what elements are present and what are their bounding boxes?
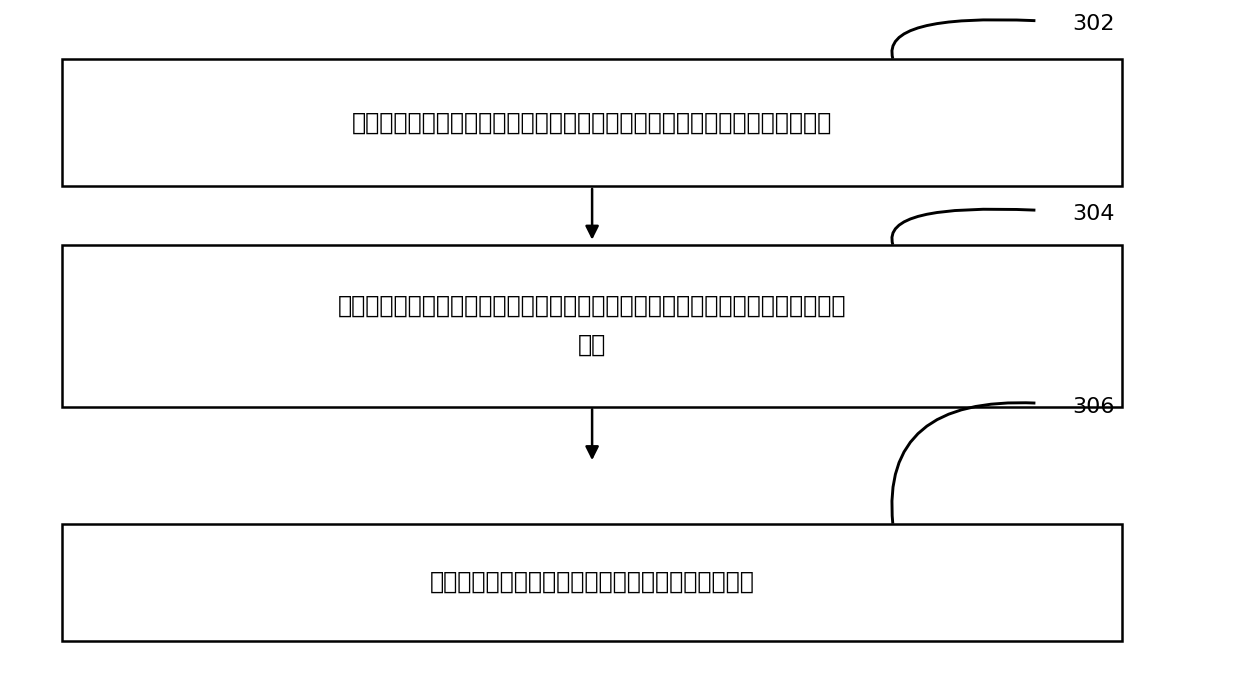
Text: 304: 304 — [1073, 203, 1115, 224]
Text: 302: 302 — [1073, 14, 1115, 34]
Text: 基于至少两组样本心排量和参考心排量确定补偿系数: 基于至少两组样本心排量和参考心排量确定补偿系数 — [430, 570, 754, 594]
FancyBboxPatch shape — [62, 524, 1122, 641]
FancyBboxPatch shape — [62, 59, 1122, 186]
Text: 306: 306 — [1073, 396, 1115, 417]
Text: 获取参考心排量，参考心排量是通过参考设备对样本对象进行心排测量确定的: 获取参考心排量，参考心排量是通过参考设备对样本对象进行心排测量确定的 — [352, 110, 832, 134]
Text: 获取至少两组样本心排量，样本心排量是通过测量设备采集样本对象的阻抗信号确
定的: 获取至少两组样本心排量，样本心排量是通过测量设备采集样本对象的阻抗信号确 定的 — [337, 294, 847, 357]
FancyBboxPatch shape — [62, 245, 1122, 407]
